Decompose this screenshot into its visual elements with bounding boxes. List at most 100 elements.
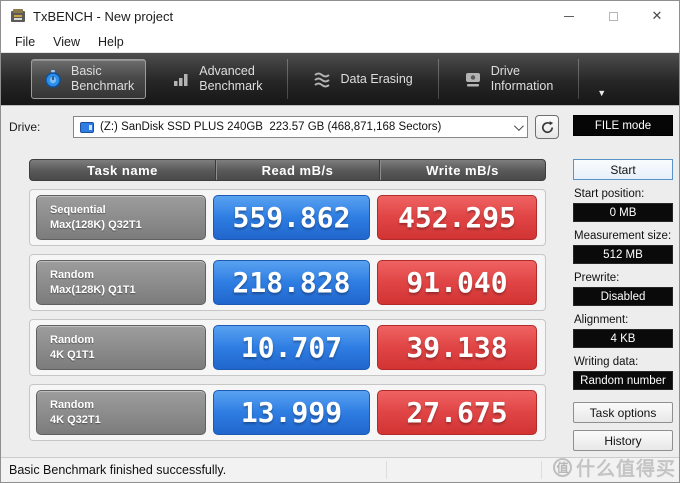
close-icon: ✕ bbox=[651, 8, 663, 23]
task-name-line1: Random bbox=[50, 399, 94, 412]
status-message: Basic Benchmark finished successfully. bbox=[9, 463, 227, 477]
ribbon-separator bbox=[287, 59, 289, 99]
table-row: Random 4K Q1T1 10.707 39.138 bbox=[29, 319, 546, 376]
minimize-icon bbox=[564, 15, 574, 17]
write-value: 452.295 bbox=[377, 195, 537, 240]
drive-label: Drive: bbox=[9, 120, 41, 134]
sidebar-field: Prewrite: Disabled bbox=[573, 272, 673, 306]
drive-select[interactable]: (Z:) SanDisk SSD PLUS 240GB 223.57 GB (4… bbox=[73, 116, 528, 138]
field-label: Prewrite: bbox=[574, 272, 620, 284]
close-button[interactable]: ✕ bbox=[635, 1, 679, 31]
task-name-line2: Max(128K) Q32T1 bbox=[50, 218, 142, 231]
table-row: Random 4K Q32T1 13.999 27.675 bbox=[29, 384, 546, 441]
tab-label-line1: Advanced bbox=[199, 64, 255, 79]
read-value: 13.999 bbox=[213, 390, 370, 435]
drive-selected-value: (Z:) SanDisk SSD PLUS 240GB 223.57 GB (4… bbox=[100, 121, 442, 133]
menu-file[interactable]: File bbox=[15, 34, 36, 49]
task-name-line1: Sequential bbox=[50, 204, 106, 217]
read-value: 218.828 bbox=[213, 260, 370, 305]
ribbon-overflow-arrow[interactable]: ▼ bbox=[597, 88, 607, 98]
task-name-line1: Random bbox=[50, 334, 94, 347]
task-options-button[interactable]: Task options bbox=[573, 402, 673, 423]
field-label: Alignment: bbox=[574, 314, 629, 326]
task-name-button[interactable]: Random 4K Q1T1 bbox=[36, 325, 206, 370]
bar-chart-icon bbox=[174, 74, 188, 86]
content-area: Drive: (Z:) SanDisk SSD PLUS 240GB 223.5… bbox=[1, 105, 679, 459]
disk-icon bbox=[80, 121, 94, 133]
field-value: Random number bbox=[573, 371, 673, 390]
status-bar: Basic Benchmark finished successfully. bbox=[1, 457, 679, 482]
history-button[interactable]: History bbox=[573, 430, 673, 451]
read-value: 559.862 bbox=[213, 195, 370, 240]
tab-drive-information[interactable]: Drive Information bbox=[451, 59, 566, 99]
tab-label: Basic Benchmark bbox=[71, 64, 134, 94]
app-icon bbox=[11, 9, 25, 22]
table-row: Random Max(128K) Q1T1 218.828 91.040 bbox=[29, 254, 546, 311]
maximize-button[interactable] bbox=[591, 1, 635, 31]
task-name-button[interactable]: Random 4K Q32T1 bbox=[36, 390, 206, 435]
tab-label-line2: Information bbox=[490, 79, 554, 93]
title-bar: TxBENCH - New project ✕ bbox=[1, 1, 679, 31]
field-value: 4 KB bbox=[573, 329, 673, 348]
sidebar-field: Writing data: Random number bbox=[573, 356, 673, 390]
header-task-name: Task name bbox=[87, 162, 158, 178]
field-value: 512 MB bbox=[573, 245, 673, 264]
header-read: Read mB/s bbox=[215, 160, 379, 180]
sidebar-field: Measurement size: 512 MB bbox=[573, 230, 673, 264]
refresh-drives-button[interactable] bbox=[535, 115, 559, 139]
window-title: TxBENCH - New project bbox=[33, 8, 174, 24]
tab-label: Drive Information bbox=[491, 64, 554, 94]
chevron-down-icon bbox=[513, 120, 524, 131]
stopwatch-icon bbox=[45, 70, 61, 88]
minimize-button[interactable] bbox=[547, 1, 591, 31]
refresh-icon bbox=[541, 120, 553, 133]
tab-label-line1: Data Erasing bbox=[340, 71, 413, 86]
file-mode-button[interactable]: FILE mode bbox=[573, 115, 673, 136]
tab-label-line1: Drive bbox=[490, 64, 520, 79]
start-button[interactable]: Start bbox=[573, 159, 673, 180]
task-name-line2: 4K Q32T1 bbox=[50, 413, 101, 426]
task-name-button[interactable]: Random Max(128K) Q1T1 bbox=[36, 260, 206, 305]
tab-advanced-benchmark[interactable]: Advanced Benchmark bbox=[159, 59, 274, 99]
tab-label: Advanced Benchmark bbox=[199, 64, 262, 94]
field-label: Start position: bbox=[574, 188, 645, 200]
benchmark-header: Task name Read mB/s Write mB/s bbox=[29, 159, 546, 181]
tab-label: Data Erasing bbox=[340, 72, 412, 87]
field-label: Measurement size: bbox=[574, 230, 672, 242]
write-value: 91.040 bbox=[377, 260, 537, 305]
menu-help[interactable]: Help bbox=[98, 34, 124, 49]
menu-view[interactable]: View bbox=[53, 34, 81, 49]
ribbon-separator bbox=[437, 59, 439, 99]
drive-row: Drive: (Z:) SanDisk SSD PLUS 240GB 223.5… bbox=[1, 106, 679, 139]
menu-bar: File View Help bbox=[1, 31, 679, 53]
write-value: 39.138 bbox=[377, 325, 537, 370]
task-name-line2: Max(128K) Q1T1 bbox=[50, 283, 136, 296]
drive-icon bbox=[465, 73, 480, 87]
status-divider bbox=[386, 461, 387, 479]
table-row: Sequential Max(128K) Q32T1 559.862 452.2… bbox=[29, 189, 546, 246]
eraser-icon bbox=[314, 72, 331, 88]
tab-basic-benchmark[interactable]: Basic Benchmark bbox=[31, 59, 147, 99]
sidebar-fields: Start position: 0 MB Measurement size: 5… bbox=[573, 180, 673, 390]
write-value: 27.675 bbox=[377, 390, 537, 435]
field-value: Disabled bbox=[573, 287, 673, 306]
sidebar: FILE mode Start Start position: 0 MB Mea… bbox=[573, 115, 673, 451]
ribbon-tab-strip: Basic Benchmark Advanced Benchmark bbox=[1, 53, 679, 105]
tab-label-line2: Benchmark bbox=[199, 79, 263, 93]
benchmark-rows: Sequential Max(128K) Q32T1 559.862 452.2… bbox=[29, 189, 546, 441]
tab-label-line1: Basic bbox=[71, 64, 102, 79]
sidebar-field: Alignment: 4 KB bbox=[573, 314, 673, 348]
status-divider bbox=[541, 461, 542, 479]
tab-label-line2: Benchmark bbox=[71, 79, 135, 93]
task-name-line2: 4K Q1T1 bbox=[50, 348, 95, 361]
read-value: 10.707 bbox=[213, 325, 370, 370]
field-value: 0 MB bbox=[573, 203, 673, 222]
task-name-button[interactable]: Sequential Max(128K) Q32T1 bbox=[36, 195, 206, 240]
tab-data-erasing[interactable]: Data Erasing bbox=[300, 59, 424, 99]
benchmark-table: Task name Read mB/s Write mB/s Sequentia… bbox=[29, 159, 546, 441]
header-write: Write mB/s bbox=[379, 160, 545, 180]
maximize-icon bbox=[608, 11, 618, 21]
field-label: Writing data: bbox=[574, 356, 639, 368]
ribbon-separator bbox=[578, 59, 580, 99]
